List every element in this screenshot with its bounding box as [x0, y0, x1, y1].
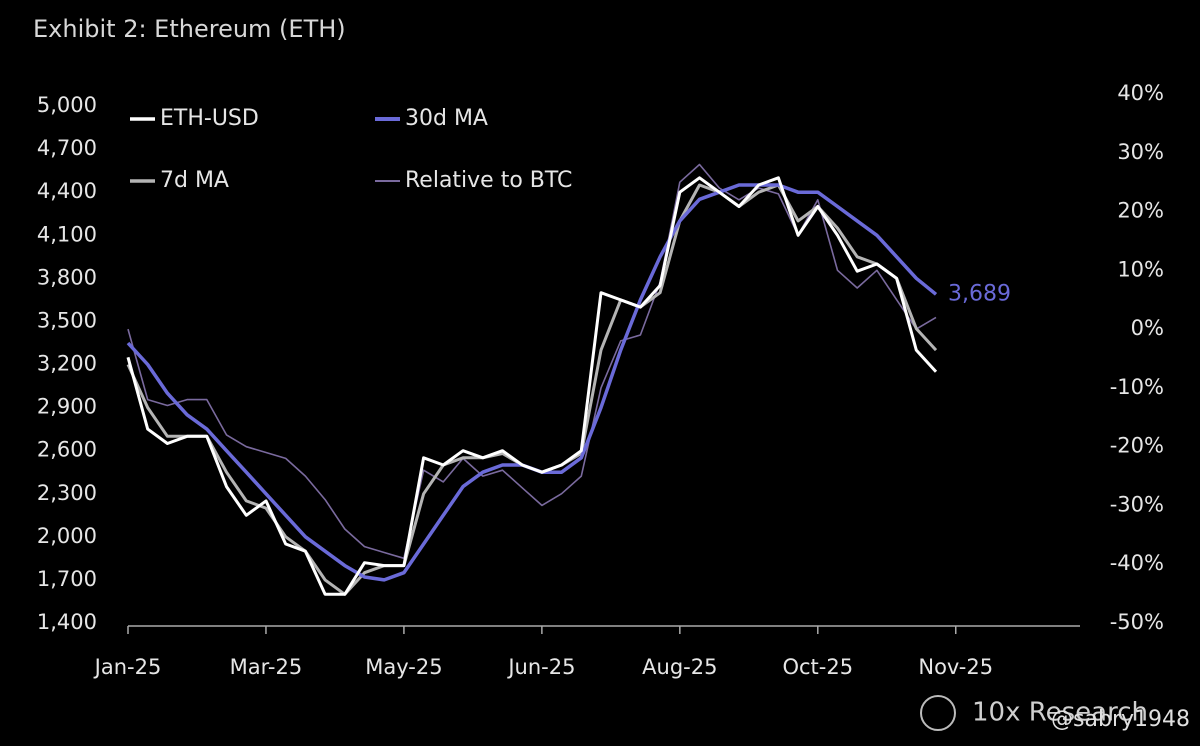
y2-tick-label: 10%: [1117, 257, 1164, 281]
series-line: [126, 183, 938, 582]
legend-label: ETH-USD: [160, 106, 259, 131]
y2-tick-label: -10%: [1110, 375, 1164, 399]
y-tick-label: 2,600: [37, 438, 97, 462]
x-tick-label: Oct-25: [782, 655, 853, 679]
y-tick-label: 4,400: [37, 179, 97, 203]
y-tick-label: 2,000: [37, 524, 97, 548]
y-tick-label: 2,900: [37, 395, 97, 419]
y-tick-label: 4,700: [37, 136, 97, 160]
source-logo: [920, 695, 956, 731]
y2-tick-label: 20%: [1117, 199, 1164, 223]
y-tick-label: 4,100: [37, 222, 97, 246]
x-tick-label: Mar-25: [230, 655, 303, 679]
y-tick-label: 3,800: [37, 265, 97, 289]
x-tick-label: Jun-25: [506, 655, 575, 679]
y2-tick-label: 40%: [1117, 81, 1164, 105]
y2-tick-label: -40%: [1110, 551, 1164, 575]
y-tick-label: 2,300: [37, 481, 97, 505]
y2-tick-label: 0%: [1131, 316, 1164, 340]
series-line: [126, 176, 938, 596]
y-tick-label: 3,500: [37, 308, 97, 332]
y-tick-label: 1,700: [37, 567, 97, 591]
legend-label: 7d MA: [160, 168, 229, 193]
legend-label: Relative to BTC: [405, 168, 572, 193]
series-line: [127, 163, 937, 560]
y2-tick-label: -20%: [1110, 434, 1164, 458]
y-tick-label: 5,000: [37, 93, 97, 117]
x-tick-label: Nov-25: [918, 655, 993, 679]
value-label: 3,689: [948, 281, 1011, 306]
legend-label: 30d MA: [405, 106, 488, 131]
y2-tick-label: -30%: [1110, 492, 1164, 516]
x-tick-label: Jan-25: [93, 655, 162, 679]
y-tick-label: 3,200: [37, 352, 97, 376]
x-tick-label: Aug-25: [642, 655, 717, 679]
x-tick-label: May-25: [365, 655, 442, 679]
watermark: @sabry1948: [1051, 707, 1190, 732]
y-tick-label: 1,400: [37, 610, 97, 634]
y2-tick-label: -50%: [1110, 610, 1164, 634]
source: 10x Research: [972, 698, 1148, 728]
y2-tick-label: 30%: [1117, 140, 1164, 164]
series-line: [126, 183, 938, 596]
chart-title: Exhibit 2: Ethereum (ETH): [33, 15, 346, 43]
